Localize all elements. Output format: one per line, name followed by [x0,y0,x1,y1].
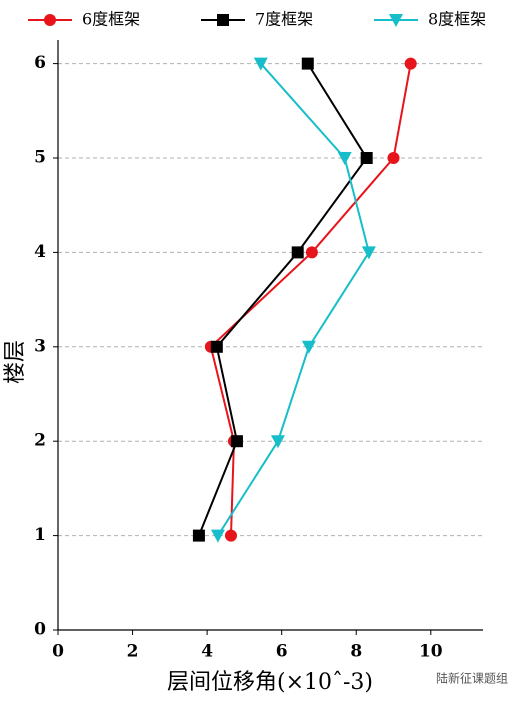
marker [301,340,316,354]
x-tick-label: 2 [127,642,139,662]
x-tick-label: 4 [201,642,213,662]
y-tick-label: 1 [34,525,46,545]
marker [291,246,304,259]
x-axis-label: 层间位移角(×10ˆ-3) [167,670,373,695]
marker [301,57,314,70]
marker [253,57,268,71]
legend-label: 6度框架 [82,10,140,29]
marker [217,14,229,26]
marker [361,246,376,260]
marker [210,340,223,353]
series-line [197,63,368,536]
y-tick-label: 3 [34,336,46,356]
series-line [217,62,370,537]
y-tick-label: 4 [34,242,46,262]
marker [305,246,318,259]
y-tick-label: 5 [34,148,46,168]
x-tick-label: 6 [276,642,288,662]
legend-label: 7度框架 [255,10,313,29]
watermark: 陆新征课题组 [436,671,508,686]
marker [192,529,205,542]
x-tick-label: 10 [419,642,443,662]
marker [404,57,417,70]
marker [387,152,400,164]
y-tick-label: 6 [34,53,46,73]
y-axis-label: 楼层 [3,340,28,384]
marker [44,14,56,26]
marker [337,152,352,165]
series-line [209,63,412,536]
marker [210,529,225,543]
x-tick-label: 8 [350,642,362,662]
marker [230,435,243,448]
y-tick-label: 0 [34,620,46,640]
marker [360,152,373,164]
marker [389,14,403,27]
marker [224,529,237,542]
y-tick-label: 2 [34,431,46,451]
marker [270,435,285,449]
legend-label: 8度框架 [428,10,486,29]
x-tick-label: 0 [52,642,64,662]
